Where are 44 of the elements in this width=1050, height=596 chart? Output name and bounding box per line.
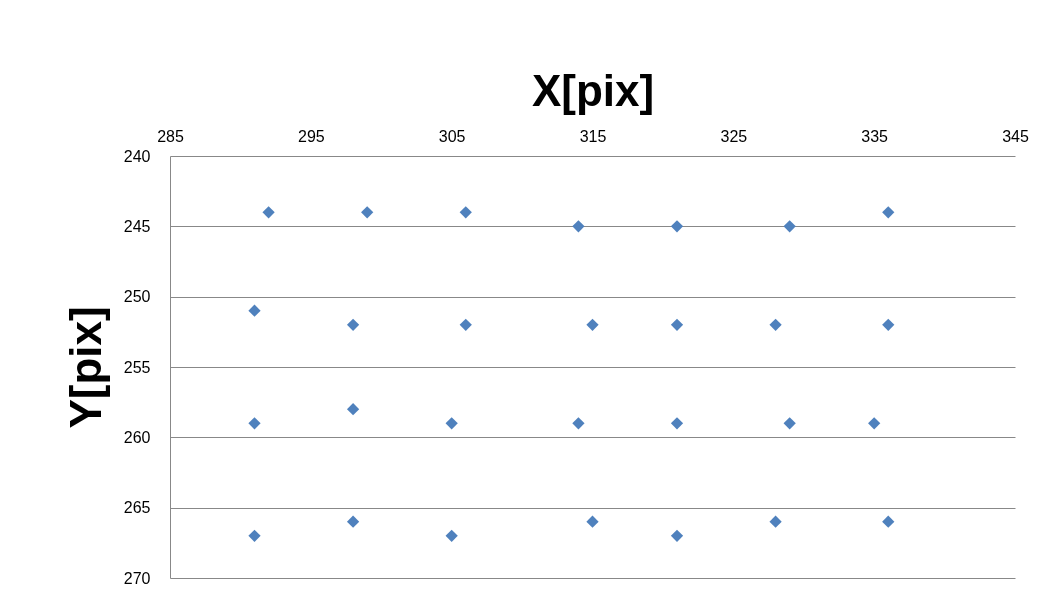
- point: [346, 515, 360, 528]
- point: [459, 318, 472, 331]
- point: [262, 206, 275, 219]
- point: [769, 318, 782, 331]
- point: [769, 515, 782, 528]
- point: [783, 220, 796, 233]
- point: [572, 220, 585, 233]
- point: [868, 417, 881, 430]
- x-tick-label: 285: [157, 127, 184, 145]
- point: [445, 417, 458, 430]
- point: [586, 318, 599, 331]
- point: [445, 529, 458, 542]
- x-tick-label: 325: [720, 127, 748, 145]
- point: [882, 206, 895, 219]
- y-tick-label: 265: [123, 499, 151, 517]
- point: [783, 417, 796, 430]
- x-tick-label: 335: [861, 127, 889, 145]
- y-tick-label: 260: [123, 428, 151, 446]
- x-tick-label: 345: [1002, 127, 1029, 145]
- point: [586, 515, 599, 528]
- x-tick-label: 295: [297, 127, 325, 145]
- point: [670, 318, 684, 331]
- point: [248, 304, 261, 317]
- point: [346, 318, 360, 331]
- point: [572, 417, 585, 430]
- point: [346, 403, 360, 416]
- point: [670, 417, 684, 430]
- y-tick-label: 270: [123, 569, 151, 587]
- y-tick-label: 255: [123, 358, 151, 376]
- y-tick-label: 245: [123, 217, 151, 235]
- point: [248, 417, 261, 430]
- point: [882, 515, 895, 528]
- point: [670, 529, 684, 542]
- y-tick-label: 250: [123, 288, 151, 306]
- x-axis-title: X[pix]: [531, 65, 655, 115]
- point: [882, 318, 895, 331]
- point: [361, 206, 374, 219]
- y-tick-label: 240: [123, 147, 151, 165]
- x-tick-label: 315: [579, 127, 607, 145]
- x-tick-label: 305: [438, 127, 466, 145]
- y-axis-title: Y[pix]: [60, 306, 110, 429]
- point: [670, 220, 684, 233]
- point: [459, 206, 472, 219]
- point: [248, 529, 261, 542]
